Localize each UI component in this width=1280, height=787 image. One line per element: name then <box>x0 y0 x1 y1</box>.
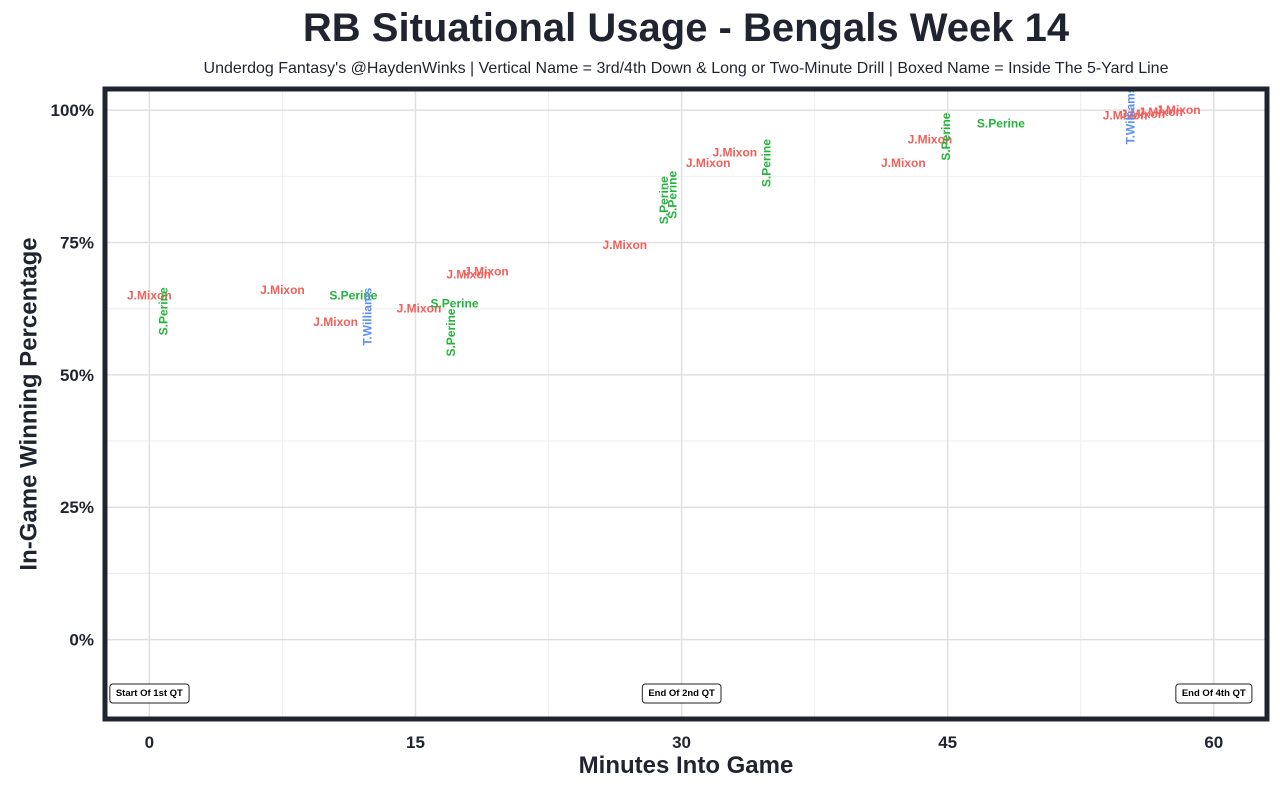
point-label: J.Mixon <box>1120 107 1165 121</box>
point-label: J.Mixon <box>127 288 172 302</box>
chart-title: RB Situational Usage - Bengals Week 14 <box>303 6 1070 50</box>
chart-subtitle: Underdog Fantasy's @HaydenWinks | Vertic… <box>204 60 1169 77</box>
quarter-annotation-box <box>641 683 722 704</box>
quarter-annotation: Start Of 1st QT <box>109 683 190 704</box>
point-label: J.Mixon <box>1103 108 1148 122</box>
point-label: T.Williams <box>361 287 375 345</box>
point-label: J.Mixon <box>313 315 358 329</box>
y-tick-label: 75% <box>60 234 94 253</box>
grid <box>105 89 1267 719</box>
point-label: S.Perine <box>666 171 680 219</box>
point-label: S.Perine <box>430 296 478 310</box>
plot-border <box>102 86 1270 722</box>
point-label: S.Perine <box>977 116 1025 130</box>
quarter-annotation-box <box>1175 683 1253 704</box>
y-tick-label: 50% <box>60 366 94 385</box>
point-label: J.Mixon <box>686 156 731 170</box>
point-label: J.Mixon <box>908 132 953 146</box>
quarter-annotation-text: Start Of 1st QT <box>116 688 183 699</box>
x-tick-label: 45 <box>938 733 957 752</box>
point-label: J.Mixon <box>602 238 647 252</box>
y-axis-title: In-Game Winning Percentage <box>15 237 42 570</box>
quarter-annotation: End Of 2nd QT <box>641 683 722 704</box>
point-label: S.Perine <box>157 287 171 335</box>
point-label: S.Perine <box>329 288 377 302</box>
x-axis-title: Minutes Into Game <box>579 752 794 779</box>
point-label: S.Perine <box>444 308 458 356</box>
point-label: J.Mixon <box>1156 103 1201 117</box>
point-label: S.Perine <box>760 139 774 187</box>
quarter-annotation: End Of 4th QT <box>1175 683 1253 704</box>
axis-ticks: 0 15 30 45 60 0% 25% 50% 75% 100% <box>51 101 1224 752</box>
point-label: J.Mixon <box>1138 105 1183 119</box>
quarter-annotation-text: End Of 2nd QT <box>648 688 715 699</box>
point-label: S.Perine <box>657 176 671 224</box>
y-tick-label: 25% <box>60 498 94 517</box>
x-tick-label: 15 <box>406 733 425 752</box>
point-label: J.Mixon <box>260 283 305 297</box>
quarter-annotation-text: End Of 4th QT <box>1182 688 1246 699</box>
point-label: J.Mixon <box>446 267 491 281</box>
x-tick-label: 0 <box>145 733 154 752</box>
annotations: Start Of 1st QT End Of 2nd QT End Of 4th Q… <box>109 683 1253 704</box>
point-label: T.Williams <box>1123 86 1137 144</box>
point-label: J.Mixon <box>881 156 926 170</box>
point-label: J.Mixon <box>464 265 509 279</box>
x-tick-label: 30 <box>672 733 691 752</box>
y-tick-label: 100% <box>51 101 94 120</box>
x-tick-label: 60 <box>1204 733 1223 752</box>
point-label: J.Mixon <box>712 146 757 160</box>
point-label: S.Perine <box>939 112 953 160</box>
point-label: J.Mixon <box>397 302 442 316</box>
quarter-annotation-box <box>109 683 190 704</box>
y-tick-label: 0% <box>69 631 94 650</box>
